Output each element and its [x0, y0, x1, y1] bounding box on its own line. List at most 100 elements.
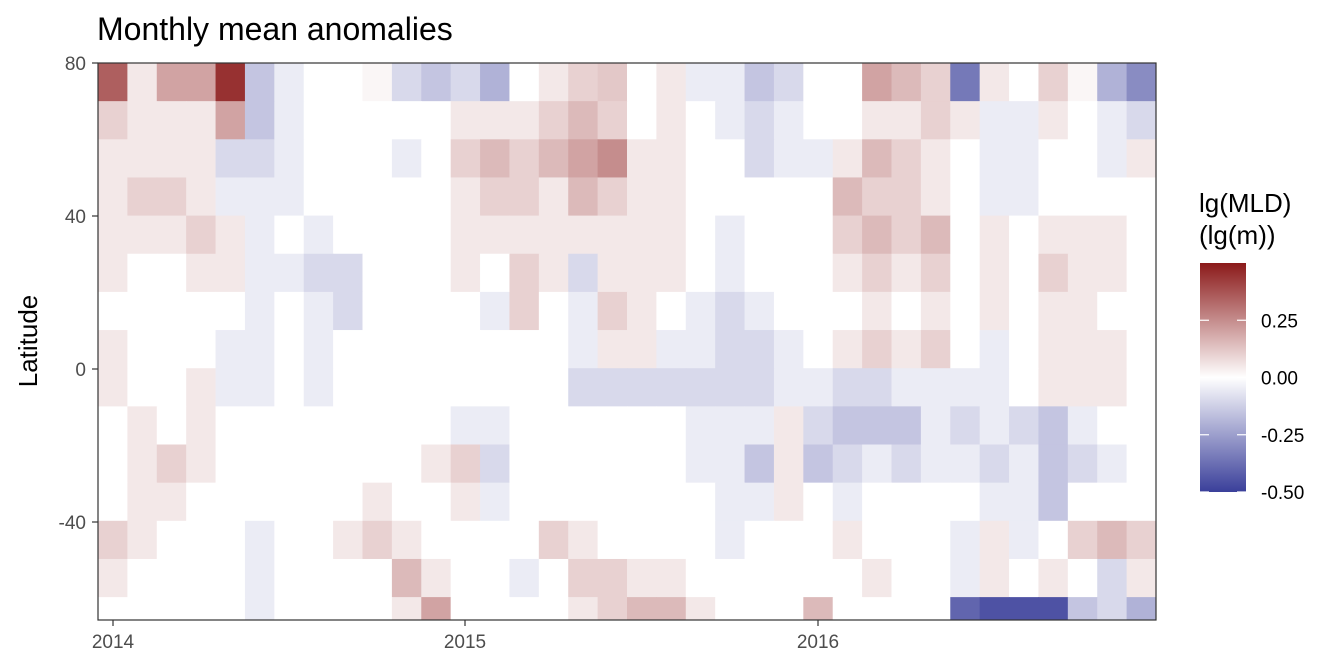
heatmap-cell	[597, 520, 628, 560]
heatmap-cell	[597, 558, 628, 598]
heatmap-cell	[715, 63, 746, 102]
heatmap-cell	[362, 406, 393, 446]
heatmap-cell	[1009, 368, 1039, 407]
heatmap-cell	[538, 330, 569, 369]
heatmap-cell	[568, 139, 599, 178]
heatmap-cell	[362, 597, 393, 621]
heatmap-cell	[685, 139, 716, 178]
heatmap-cell	[891, 63, 922, 102]
heatmap-cell	[509, 139, 540, 178]
heatmap-cell	[656, 558, 687, 598]
heatmap-cell	[1126, 482, 1157, 522]
heatmap-cell	[215, 63, 246, 102]
heatmap-cell	[450, 520, 481, 560]
heatmap-cell	[597, 101, 628, 140]
heatmap-cell	[891, 444, 922, 484]
heatmap-cell	[450, 597, 481, 621]
heatmap-cell	[1126, 253, 1157, 293]
heatmap-cell	[244, 482, 275, 522]
heatmap-cell	[979, 63, 1010, 102]
heatmap-cell	[656, 139, 687, 178]
heatmap-cell	[568, 558, 599, 598]
heatmap-cell	[715, 558, 746, 598]
heatmap-cell	[1097, 330, 1128, 369]
heatmap-cell	[891, 406, 922, 446]
heatmap-cell	[773, 597, 804, 621]
heatmap-cell	[862, 406, 892, 446]
heatmap-cell	[862, 291, 892, 331]
heatmap-cell	[333, 139, 363, 178]
heatmap-cell	[685, 215, 716, 255]
heatmap-cell	[1009, 520, 1039, 560]
heatmap-cell	[568, 177, 599, 217]
heatmap-cell	[685, 520, 716, 560]
heatmap-cell	[274, 215, 305, 255]
legend-tick-label: -0.50	[1261, 483, 1304, 504]
heatmap-cell	[832, 139, 863, 178]
heatmap-cell	[773, 444, 804, 484]
heatmap-cell	[744, 444, 775, 484]
heatmap-cell	[215, 406, 246, 446]
heatmap-cell	[891, 101, 922, 140]
heatmap-cell	[98, 101, 128, 140]
heatmap-cell	[891, 368, 922, 407]
heatmap-cell	[744, 558, 775, 598]
heatmap-cell	[538, 215, 569, 255]
heatmap-cell	[391, 444, 422, 484]
heatmap-cell	[156, 63, 187, 102]
heatmap-cells	[98, 63, 1157, 621]
heatmap-cell	[1097, 444, 1128, 484]
heatmap-cell	[156, 177, 187, 217]
x-axis: 2014 2015 2016	[92, 620, 839, 653]
heatmap-cell	[480, 330, 510, 369]
heatmap-cell	[215, 597, 246, 621]
heatmap-cell	[333, 101, 363, 140]
heatmap-cell	[186, 406, 217, 446]
heatmap-cell	[920, 482, 951, 522]
heatmap-cell	[421, 177, 452, 217]
heatmap-cell	[362, 101, 393, 140]
heatmap-cell	[803, 482, 834, 522]
heatmap-cell	[773, 291, 804, 331]
heatmap-cell	[862, 368, 892, 407]
heatmap-cell	[656, 406, 687, 446]
heatmap-cell	[920, 597, 951, 621]
heatmap-cell	[773, 177, 804, 217]
heatmap-cell	[715, 177, 746, 217]
heatmap-cell	[274, 482, 305, 522]
heatmap-cell	[450, 139, 481, 178]
heatmap-cell	[303, 291, 334, 331]
heatmap-cell	[450, 444, 481, 484]
heatmap-cell	[1067, 444, 1098, 484]
heatmap-cell	[333, 177, 363, 217]
heatmap-cell	[186, 330, 217, 369]
legend-tick-label: 0.00	[1261, 369, 1298, 390]
heatmap-cell	[950, 406, 981, 446]
heatmap-cell	[186, 444, 217, 484]
heatmap-cell	[186, 597, 217, 621]
heatmap-cell	[862, 520, 892, 560]
heatmap-cell	[744, 101, 775, 140]
heatmap-cell	[98, 291, 128, 331]
heatmap-cell	[1126, 520, 1157, 560]
heatmap-cell	[303, 444, 334, 484]
heatmap-cell	[1126, 597, 1157, 621]
heatmap-cell	[1097, 101, 1128, 140]
plot-panel-border	[97, 62, 1157, 621]
heatmap-cell	[891, 520, 922, 560]
heatmap-cell	[715, 444, 746, 484]
heatmap-cell	[127, 101, 158, 140]
heatmap-cell	[391, 139, 422, 178]
heatmap-cell	[362, 444, 393, 484]
heatmap-cell	[127, 368, 158, 407]
heatmap-cell	[1126, 368, 1157, 407]
heatmap-cell	[98, 63, 128, 102]
heatmap-cell	[127, 482, 158, 522]
heatmap-cell	[832, 63, 863, 102]
heatmap-cell	[656, 253, 687, 293]
heatmap-cell	[156, 291, 187, 331]
heatmap-cell	[303, 368, 334, 407]
heatmap-cell	[156, 558, 187, 598]
heatmap-cell	[1097, 558, 1128, 598]
heatmap-cell	[832, 444, 863, 484]
